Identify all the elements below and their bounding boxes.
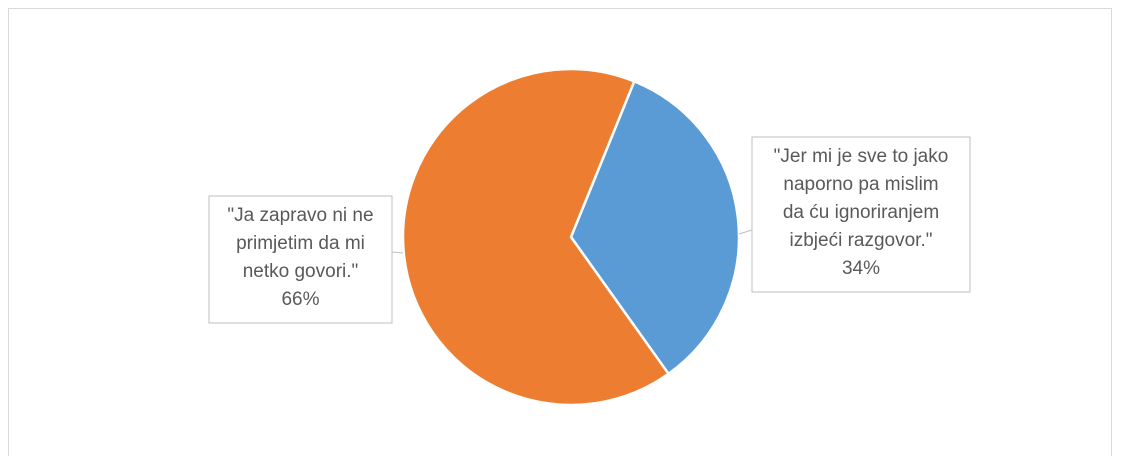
leader-line	[391, 251, 404, 254]
data-label-line: "Jer mi je sve to jako	[774, 146, 949, 167]
data-label-line: naporno pa mislim	[783, 174, 938, 195]
callout-box	[751, 136, 971, 293]
data-label-2: "Ja zapravo ni ne primjetim da mi netko go…	[208, 195, 404, 324]
pie-slice-1	[569, 79, 741, 376]
data-label-line: 66%	[281, 289, 319, 310]
chart-area	[8, 8, 1112, 456]
data-label-line: netko govori."	[243, 261, 359, 282]
data-label-line: izbjeći razgovor."	[790, 230, 933, 251]
data-label-line: "Ja zapravo ni ne	[227, 205, 373, 226]
data-label-1: "Jer mi je sve to jako naporno pa mislim d…	[738, 136, 971, 293]
callout-box	[208, 195, 393, 324]
pie-slice-2	[401, 67, 671, 407]
data-label-line: 34%	[842, 258, 880, 279]
data-label-line: primjetim da mi	[236, 233, 365, 254]
leader-line	[738, 229, 753, 235]
data-label-line: da ću ignoriranjem	[783, 202, 939, 223]
